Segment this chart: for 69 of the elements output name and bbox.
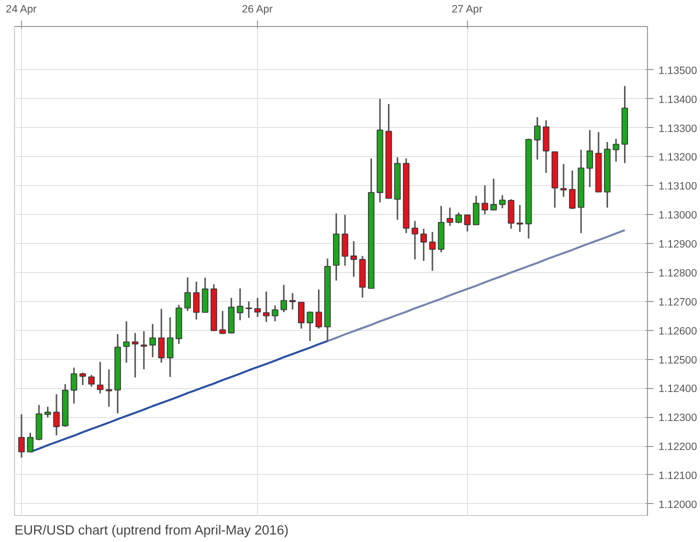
candlestick <box>254 297 261 318</box>
candlestick <box>306 310 314 342</box>
candlestick <box>455 212 462 224</box>
candlestick <box>166 316 174 378</box>
candlestick <box>289 292 296 310</box>
candlestick <box>219 310 226 335</box>
candlestick <box>350 240 357 278</box>
candlestick <box>612 138 620 162</box>
y-tick-label: 1.12600 <box>658 325 698 338</box>
candlestick <box>342 214 348 267</box>
candlestick <box>53 394 60 436</box>
candlestick <box>18 413 25 458</box>
candlestick <box>184 276 191 312</box>
candlestick <box>26 432 34 453</box>
candlestick <box>280 284 288 313</box>
candlestick <box>132 332 138 378</box>
candlestick <box>79 372 86 386</box>
candlestick <box>140 330 148 370</box>
line-series <box>326 229 626 342</box>
candlestick <box>298 302 305 330</box>
candlestick <box>44 406 51 418</box>
candlestick <box>193 280 200 320</box>
candlestick <box>88 374 95 388</box>
candlestick <box>429 231 436 272</box>
candlestick <box>472 195 480 226</box>
candlestick <box>490 178 497 211</box>
x-tick-label: 24 Apr <box>6 4 38 16</box>
y-tick-label: 1.12900 <box>658 238 698 251</box>
candlestick <box>96 361 104 394</box>
candlestick <box>70 366 78 404</box>
candlestick <box>236 288 244 321</box>
candlestick <box>123 320 130 364</box>
candlestick <box>560 163 567 198</box>
y-tick-label: 1.13500 <box>658 64 698 77</box>
candlestick <box>446 206 454 227</box>
candlestick <box>106 368 112 408</box>
candlestick <box>420 228 427 262</box>
y-tick-label: 1.12000 <box>658 498 698 511</box>
candlestick <box>272 304 278 322</box>
x-tick-label: 27 Apr <box>452 4 483 16</box>
candlestick <box>482 184 488 216</box>
y-tick-label: 1.12300 <box>658 412 698 424</box>
y-tick-label: 1.12500 <box>658 354 698 366</box>
candlestick <box>569 170 576 210</box>
candlestick <box>516 204 524 233</box>
candlestick <box>263 290 270 323</box>
y-tick-label: 1.12700 <box>658 296 698 308</box>
candlestick <box>412 220 418 260</box>
y-tick-label: 1.13200 <box>658 152 698 164</box>
y-tick-label: 1.13100 <box>658 180 698 193</box>
candlestick <box>246 300 252 319</box>
candlestick <box>499 194 506 209</box>
candlestick <box>586 129 594 188</box>
y-tick-label: 1.12800 <box>658 267 698 280</box>
candlestick <box>149 323 156 358</box>
y-tick-label: 1.12200 <box>658 441 698 454</box>
y-tick-label: 1.13000 <box>658 210 698 222</box>
y-tick-label: 1.13400 <box>658 94 698 106</box>
y-tick-label: 1.12400 <box>658 383 698 396</box>
candlestick <box>316 288 322 330</box>
y-tick-label: 1.12100 <box>658 470 698 482</box>
candlestick <box>202 276 208 314</box>
candlestick <box>508 198 514 230</box>
candlestick <box>158 308 165 364</box>
text: EUR/USD chart (uptrend from April-May 2016) <box>14 522 289 538</box>
x-tick-label: 26 Apr <box>242 4 274 16</box>
candlestick <box>464 214 471 232</box>
y-tick-label: 1.13300 <box>658 122 698 135</box>
candlestick <box>534 116 541 160</box>
